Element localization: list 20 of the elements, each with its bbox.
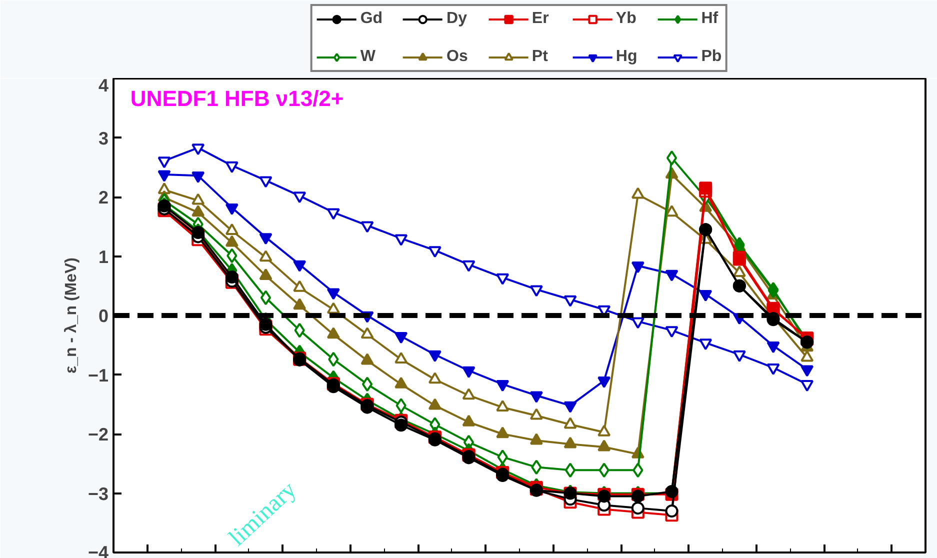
legend-label: Hf: [701, 10, 720, 28]
y-tick-label: 0: [98, 306, 109, 326]
legend-label: Gd: [360, 10, 383, 28]
legend-label: W: [360, 48, 376, 66]
legend-label: Dy: [446, 10, 467, 28]
y-tick-label: 1: [98, 246, 109, 267]
y-tick-label: 3: [98, 128, 109, 148]
y-tick-label: 4: [98, 76, 109, 96]
annotation: UNEDF1 HFB ν13/2+: [130, 86, 344, 112]
y-tick-label: −3: [88, 484, 109, 504]
legend-label: Yb: [616, 10, 636, 28]
y-tick-label: −2: [88, 424, 109, 444]
legend-label: Pt: [532, 48, 549, 66]
y-axis-title: ε_n - λ_n (MeV): [62, 257, 80, 374]
legend-label: Os: [446, 48, 468, 66]
y-tick-label: 2: [98, 188, 109, 208]
legend-label: Pb: [701, 48, 722, 66]
legend-label: Er: [532, 10, 550, 28]
y-tick-label: −1: [88, 365, 109, 386]
legend-label: Hg: [616, 48, 638, 66]
